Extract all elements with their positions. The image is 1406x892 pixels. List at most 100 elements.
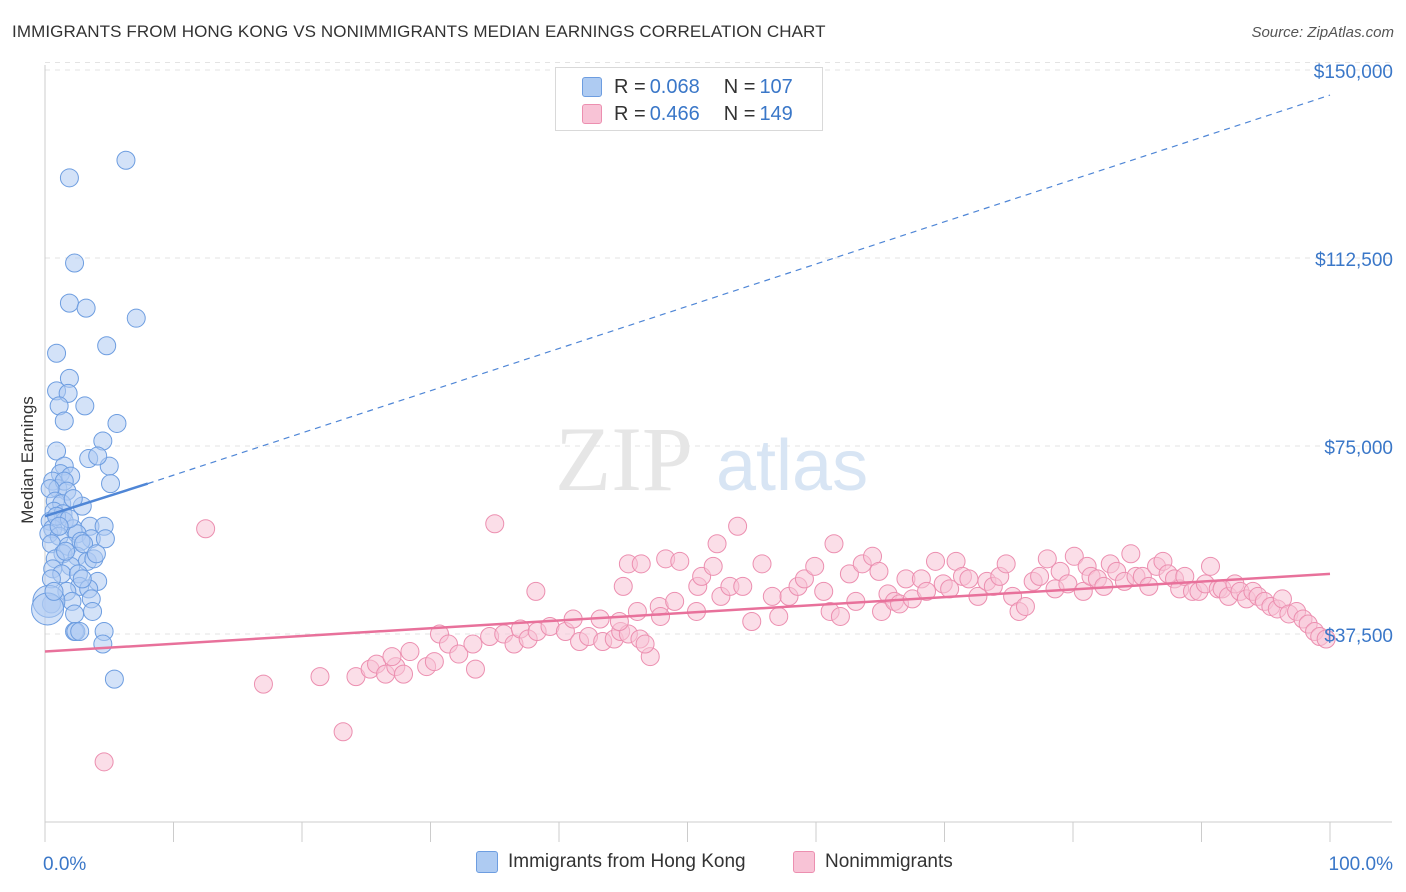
nonimmigrant-point bbox=[253, 674, 273, 694]
hong-kong-point bbox=[97, 336, 117, 356]
nonimmigrant-point bbox=[1175, 566, 1195, 586]
legend-swatch-pink bbox=[582, 104, 602, 124]
nonimmigrant-point bbox=[465, 659, 485, 679]
hong-kong-point bbox=[88, 446, 108, 466]
nonimmigrant-point bbox=[613, 576, 633, 596]
y-tick-label: $112,500 bbox=[1315, 250, 1393, 271]
hong-kong-trend-dashed bbox=[147, 94, 1331, 485]
nonimmigrant-point bbox=[665, 591, 685, 611]
nonimmigrant-point bbox=[707, 534, 727, 554]
grid-lines bbox=[45, 62, 1395, 635]
nonimmigrant-point bbox=[631, 554, 651, 574]
legend-label: Immigrants from Hong Kong bbox=[508, 851, 746, 872]
nonimmigrant-point bbox=[1316, 629, 1336, 649]
axes bbox=[44, 65, 1392, 842]
series-legend: Immigrants from Hong Kong Nonimmigrants bbox=[0, 851, 1406, 879]
nonimmigrant-point bbox=[1037, 549, 1057, 569]
nonimmigrant-point bbox=[1015, 596, 1035, 616]
nonimmigrant-point bbox=[424, 652, 444, 672]
nonimmigrant-point bbox=[1200, 556, 1220, 576]
hong-kong-point bbox=[107, 413, 127, 433]
nonimmigrant-point bbox=[94, 752, 114, 772]
trend-lines bbox=[44, 94, 1331, 653]
legend-n-label: N = bbox=[723, 102, 756, 125]
y-tick-label: $75,000 bbox=[1324, 438, 1393, 459]
hong-kong-point bbox=[126, 308, 146, 328]
hong-kong-point bbox=[86, 544, 106, 564]
hong-kong-point bbox=[116, 150, 136, 170]
nonimmigrant-point bbox=[830, 606, 850, 626]
legend-item-hong-kong[interactable]: Immigrants from Hong Kong bbox=[476, 851, 746, 873]
nonimmigrant-point bbox=[733, 576, 753, 596]
watermark-zip: ZIP bbox=[555, 408, 693, 510]
nonimmigrant-point bbox=[485, 514, 505, 534]
hong-kong-points bbox=[31, 150, 146, 689]
legend-n-value: 107 bbox=[759, 75, 793, 98]
nonimmigrant-point bbox=[394, 664, 414, 684]
nonimmigrant-point bbox=[805, 556, 825, 576]
hong-kong-point bbox=[47, 441, 67, 461]
nonimmigrant-point bbox=[1064, 546, 1084, 566]
nonimmigrant-point bbox=[872, 601, 892, 621]
hong-kong-point bbox=[70, 622, 90, 642]
hong-kong-point bbox=[65, 253, 85, 273]
legend-swatch-blue bbox=[582, 77, 602, 97]
legend-r-value: 0.068 bbox=[649, 75, 700, 98]
nonimmigrant-point bbox=[703, 556, 723, 576]
watermark: ZIP atlas bbox=[555, 408, 868, 510]
hong-kong-point bbox=[76, 298, 96, 318]
legend-n-label: N = bbox=[723, 75, 756, 98]
hong-kong-point bbox=[56, 541, 76, 561]
source-credit: Source: ZipAtlas.com bbox=[1251, 24, 1394, 41]
hong-kong-point bbox=[74, 534, 94, 554]
hong-kong-point bbox=[75, 396, 95, 416]
nonimmigrant-point bbox=[670, 551, 690, 571]
nonimmigrant-point bbox=[769, 606, 789, 626]
nonimmigrant-point bbox=[400, 642, 420, 662]
nonimmigrant-point bbox=[839, 564, 859, 584]
hong-kong-point bbox=[44, 581, 64, 601]
nonimmigrant-point bbox=[463, 634, 483, 654]
legend-item-nonimmigrants[interactable]: Nonimmigrants bbox=[793, 851, 953, 873]
hong-kong-point bbox=[93, 634, 113, 654]
legend-r-label: R = bbox=[614, 102, 646, 125]
hong-kong-point bbox=[59, 168, 79, 188]
nonimmigrant-point bbox=[651, 606, 671, 626]
y-tick-label: $37,500 bbox=[1324, 626, 1393, 647]
hong-kong-point bbox=[65, 604, 85, 624]
legend-swatch-blue bbox=[476, 851, 498, 873]
nonimmigrant-point bbox=[609, 611, 629, 631]
nonimmigrant-point bbox=[526, 581, 546, 601]
nonimmigrant-point bbox=[824, 534, 844, 554]
nonimmigrant-point bbox=[762, 586, 782, 606]
nonimmigrant-point bbox=[742, 611, 762, 631]
nonimmigrant-point bbox=[449, 644, 469, 664]
nonimmigrant-point bbox=[196, 519, 216, 539]
legend-row-hong-kong: R = 0.068 N = 107 bbox=[582, 74, 793, 100]
hong-kong-point bbox=[101, 474, 121, 494]
hong-kong-trend-solid bbox=[44, 482, 149, 518]
nonimmigrant-point bbox=[310, 667, 330, 687]
nonimmigrant-point bbox=[959, 569, 979, 589]
hong-kong-point bbox=[83, 601, 103, 621]
nonimmigrants-trend bbox=[44, 572, 1331, 653]
legend-n-value: 149 bbox=[759, 102, 793, 125]
legend-label: Nonimmigrants bbox=[825, 851, 953, 872]
nonimmigrant-point bbox=[1121, 544, 1141, 564]
nonimmigrant-point bbox=[794, 569, 814, 589]
legend-r-value: 0.466 bbox=[649, 102, 700, 125]
hong-kong-point bbox=[59, 293, 79, 313]
nonimmigrant-point bbox=[1030, 566, 1050, 586]
hong-kong-point bbox=[104, 669, 124, 689]
hong-kong-point bbox=[47, 343, 67, 363]
nonimmigrant-point bbox=[996, 554, 1016, 574]
nonimmigrant-point bbox=[926, 551, 946, 571]
hong-kong-point bbox=[95, 529, 115, 549]
legend-swatch-pink bbox=[793, 851, 815, 873]
watermark-atlas: atlas bbox=[716, 426, 868, 506]
nonimmigrant-point bbox=[752, 554, 772, 574]
nonimmigrant-point bbox=[382, 647, 402, 667]
nonimmigrants-points bbox=[94, 514, 1336, 772]
x-tick-label: 100.0% bbox=[1329, 854, 1394, 875]
